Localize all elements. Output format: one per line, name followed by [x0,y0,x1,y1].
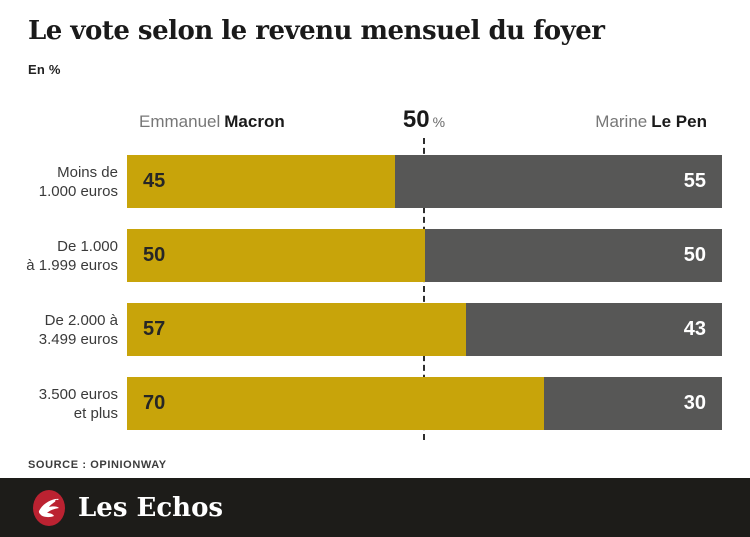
legend-lepen-lastname: Le Pen [651,112,707,131]
macron-value: 70 [143,392,166,414]
fifty-percent-dashed-line [423,138,425,440]
fifty-percent-value: 50 [402,106,430,133]
legend-macron-lastname: Macron [224,112,285,131]
legend-macron: Emmanuel Macron [139,111,285,133]
category-label: De 1.000 à 1.999 euros [26,237,118,274]
chart-title: Le vote selon le revenu mensuel du foyer [28,16,605,46]
percent-sign: % [432,114,446,130]
chart-row: De 1.000 à 1.999 euros 50 50 [0,229,750,282]
macron-bar: 70 [127,377,544,430]
legend-lepen: Marine Le Pen [595,111,707,133]
legend-lepen-firstname: Marine [595,112,648,131]
chart-row: Moins de 1.000 euros 45 55 [0,155,750,208]
lepen-bar: 30 [543,377,722,430]
bar-area: 45 55 [127,155,722,208]
macron-bar: 45 [127,155,395,208]
unit-note: En % [28,62,61,77]
chart-row: De 2.000 à 3.499 euros 57 43 [0,303,750,356]
lepen-value: 50 [683,244,706,266]
bar-area: 57 43 [127,303,722,356]
lepen-value: 55 [683,170,706,192]
lesechos-rooster-logo-icon [32,489,66,527]
bar-area: 70 30 [127,377,722,430]
category-label: De 2.000 à 3.499 euros [38,311,118,348]
macron-bar: 57 [127,303,467,356]
lepen-bar: 43 [466,303,722,356]
chart-row: 3.500 euros et plus 70 30 [0,377,750,430]
macron-value: 45 [143,170,166,192]
legend-macron-firstname: Emmanuel [139,112,221,131]
lepen-value: 43 [683,318,706,340]
lesechos-wordmark: Les Echos [78,492,224,523]
category-label: 3.500 euros et plus [38,385,118,422]
lepen-bar: 55 [394,155,722,208]
category-label: Moins de 1.000 euros [38,163,118,200]
lepen-bar: 50 [424,229,722,282]
fifty-percent-marker: 50% [403,106,445,134]
bar-area: 50 50 [127,229,722,282]
chart-rows: Moins de 1.000 euros 45 55 De 1.000 à 1.99… [0,155,750,451]
macron-value: 50 [143,244,166,266]
macron-bar: 50 [127,229,425,282]
footer-bar: Les Echos [0,478,750,537]
lepen-value: 30 [683,392,706,414]
source-credit: SOURCE : OPINIONWAY [28,459,167,471]
macron-value: 57 [143,318,166,340]
